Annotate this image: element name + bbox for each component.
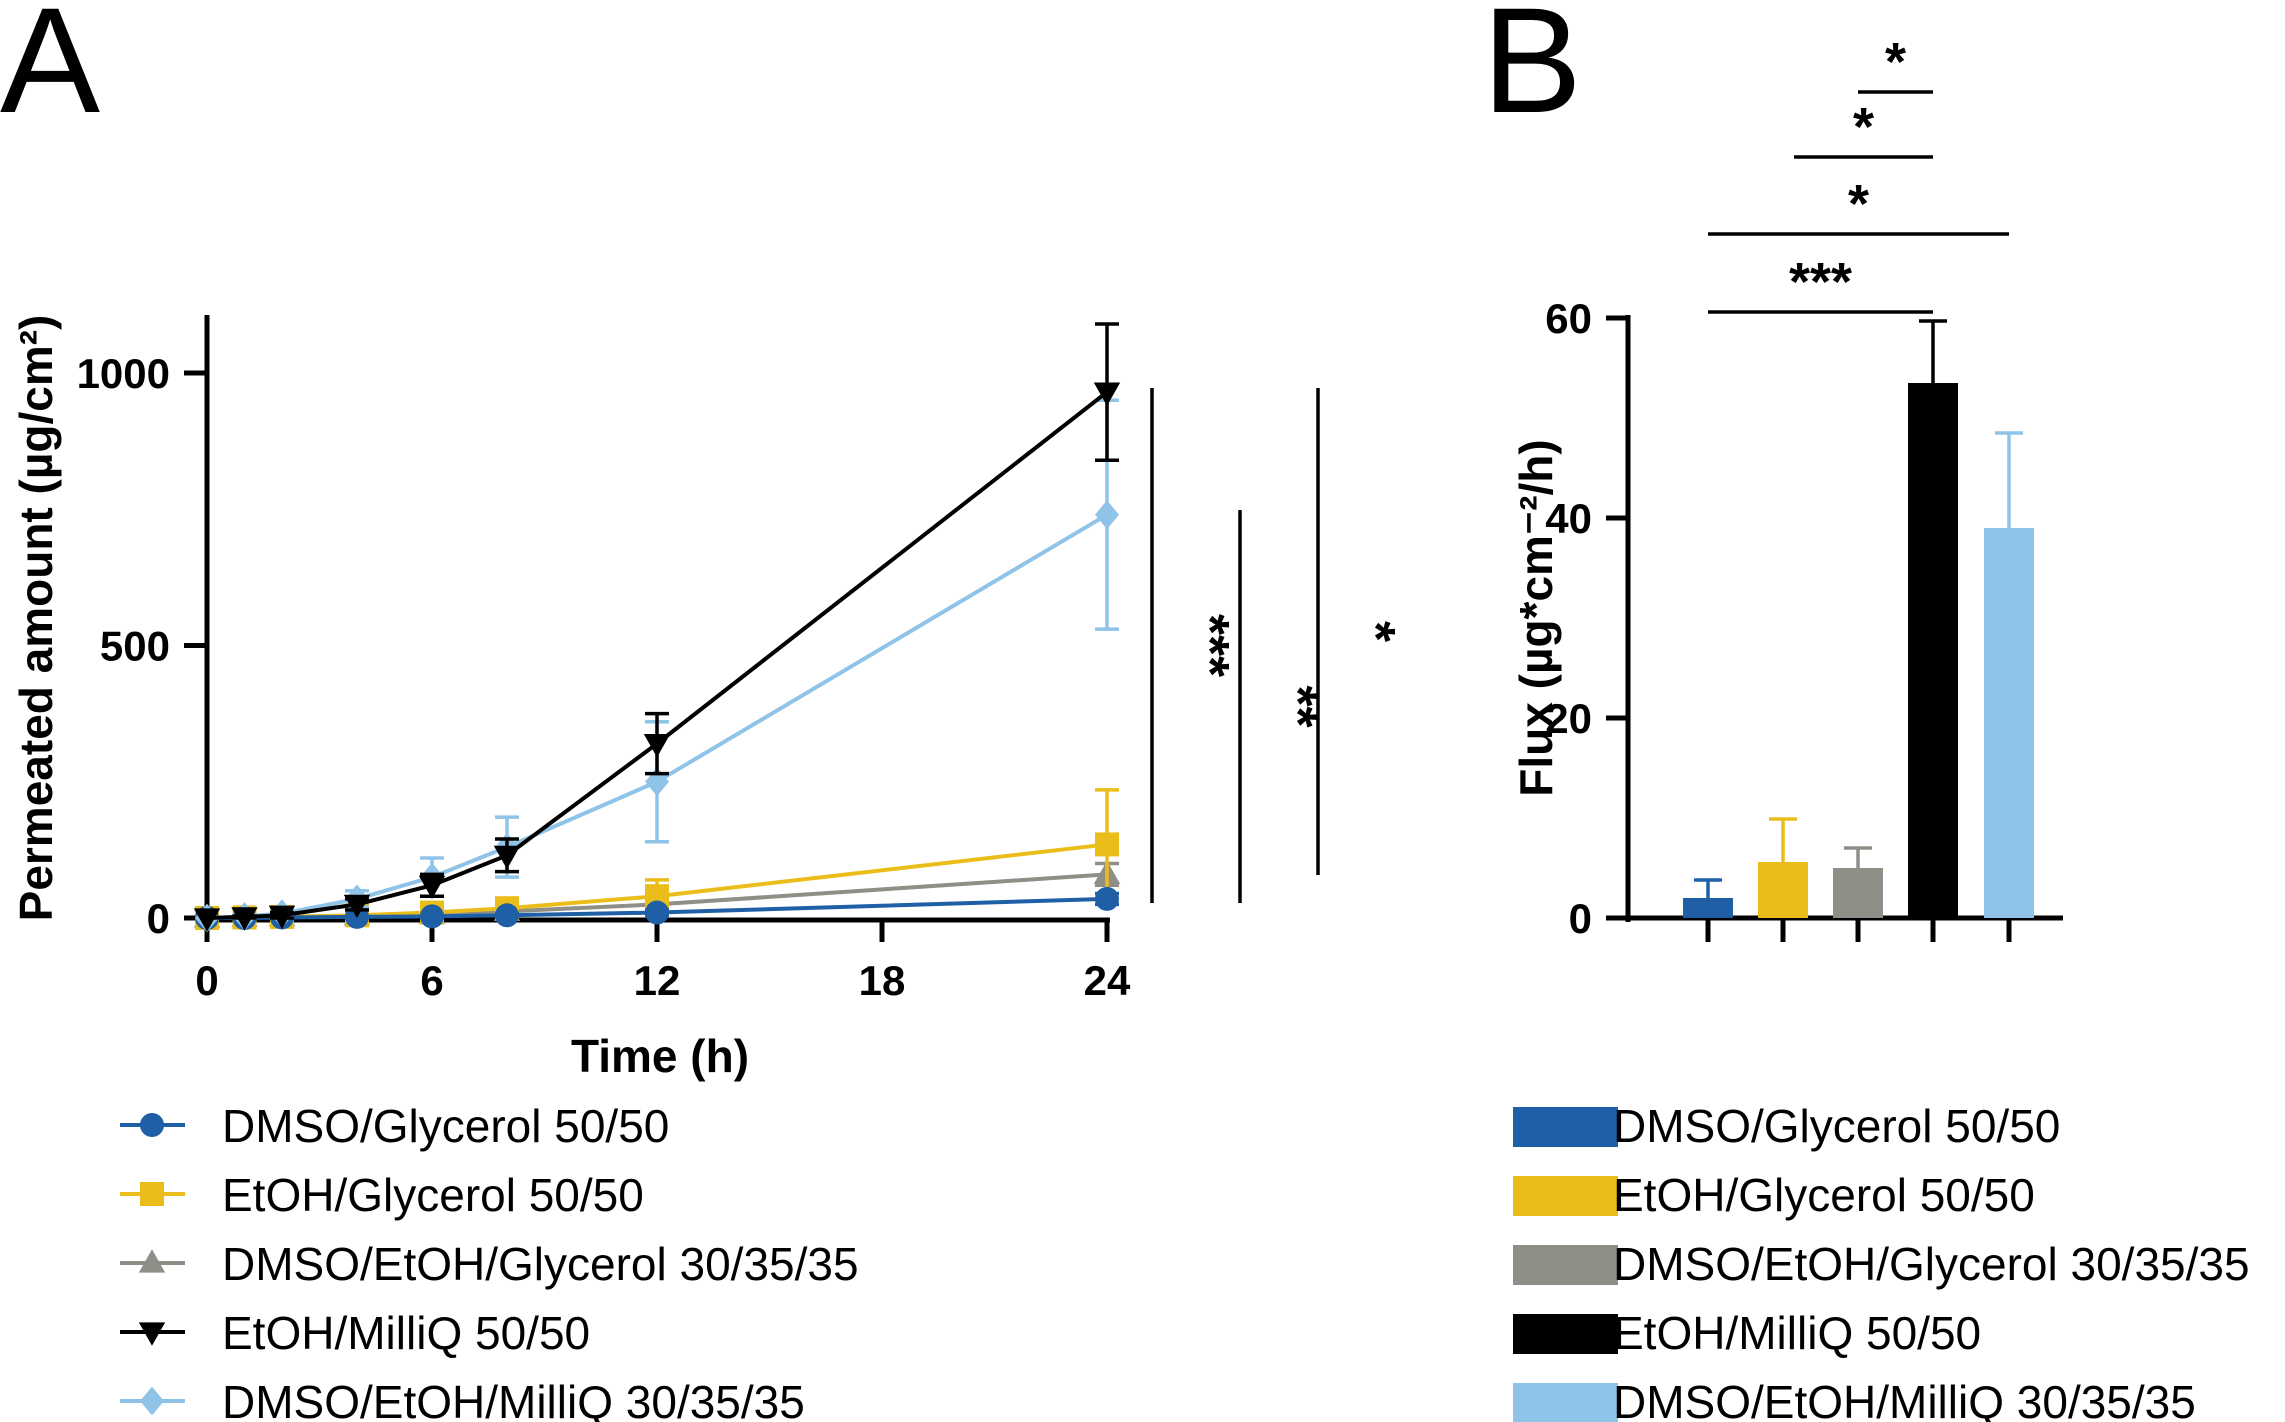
y-tick-label: 60	[1545, 295, 1592, 342]
x-tick-label: 6	[420, 957, 443, 1004]
legend-label: DMSO/Glycerol 50/50	[222, 1100, 669, 1152]
legend-label: DMSO/EtOH/MilliQ 30/35/35	[1613, 1376, 2196, 1422]
x-axis-title: Time (h)	[571, 1030, 749, 1082]
legend-label: EtOH/Glycerol 50/50	[222, 1169, 644, 1221]
bar	[1833, 868, 1883, 918]
x-tick-label: 0	[195, 957, 218, 1004]
data-point	[643, 734, 671, 758]
data-point	[418, 875, 446, 900]
legend-label: DMSO/EtOH/Glycerol 30/35/35	[222, 1238, 859, 1290]
legend-label: EtOH/MilliQ 50/50	[222, 1307, 590, 1359]
legend-label: EtOH/Glycerol 50/50	[1613, 1169, 2035, 1221]
data-point	[1095, 832, 1119, 857]
legend-item: DMSO/Glycerol 50/50	[1513, 1100, 2060, 1152]
panel-a-label: A	[0, 0, 100, 144]
legend-item: EtOH/Glycerol 50/50	[1513, 1169, 2035, 1221]
legend-swatch	[1513, 1383, 1618, 1422]
legend-item: DMSO/EtOH/MilliQ 30/35/35	[1513, 1376, 2196, 1422]
legend-marker	[138, 1322, 166, 1346]
legend-swatch	[1513, 1245, 1618, 1285]
data-point	[1095, 886, 1119, 911]
legend-swatch	[1513, 1107, 1618, 1147]
significance-label: ***	[1789, 252, 1852, 312]
series-4	[195, 398, 1119, 933]
legend-label: EtOH/MilliQ 50/50	[1613, 1307, 1981, 1359]
y-tick-label: 20	[1545, 695, 1592, 742]
x-tick-label: 18	[859, 957, 906, 1004]
significance-label: *	[1848, 174, 1869, 234]
y-tick-label: 40	[1545, 495, 1592, 542]
x-tick-label: 24	[1084, 957, 1131, 1004]
y-tick-label: 1000	[77, 350, 170, 397]
legend-panel-b: DMSO/Glycerol 50/50 EtOH/Glycerol 50/50 DM…	[1513, 1100, 2250, 1422]
significance-label: *	[1885, 32, 1906, 92]
bar	[1908, 383, 1958, 918]
data-point	[420, 904, 444, 929]
data-point	[193, 908, 221, 932]
bar	[1758, 862, 1808, 918]
legend-marker	[140, 1386, 164, 1416]
data-point	[231, 907, 258, 931]
bar	[1683, 898, 1733, 918]
y-axis-title: Permeated amount (µg/cm²)	[10, 315, 62, 922]
legend-panel-a: DMSO/Glycerol 50/50 EtOH/Glycerol 50/50 DM…	[120, 1100, 859, 1422]
x-tick-label: 12	[634, 957, 681, 1004]
legend-marker	[138, 1249, 166, 1273]
data-point	[645, 900, 669, 925]
legend-item: DMSO/EtOH/MilliQ 30/35/35	[120, 1376, 805, 1422]
data-point	[495, 903, 519, 928]
data-point	[268, 905, 296, 930]
legend-item: EtOH/MilliQ 50/50	[1513, 1307, 1981, 1359]
data-point	[1095, 500, 1119, 530]
significance-label: *	[1346, 621, 1406, 642]
legend-swatch	[1513, 1314, 1618, 1354]
data-point	[493, 845, 521, 870]
legend-item: DMSO/EtOH/Glycerol 30/35/35	[120, 1238, 859, 1290]
significance-label: *	[1853, 97, 1874, 157]
y-axis-title: Flux (µg*cm⁻²/h)	[1510, 439, 1562, 796]
bar	[1984, 528, 2034, 918]
legend-label: DMSO/EtOH/MilliQ 30/35/35	[222, 1376, 805, 1422]
legend-swatch	[1513, 1176, 1618, 1216]
legend-label: DMSO/Glycerol 50/50	[1613, 1100, 2060, 1152]
significance-label: ***	[1180, 614, 1240, 677]
legend-label: DMSO/EtOH/Glycerol 30/35/35	[1613, 1238, 2250, 1290]
legend-item: EtOH/MilliQ 50/50	[120, 1307, 590, 1359]
legend-item: EtOH/Glycerol 50/50	[120, 1169, 644, 1221]
series-3	[193, 322, 1121, 932]
y-tick-label: 0	[1569, 895, 1592, 942]
y-tick-label: 0	[147, 895, 170, 942]
panel-b-label: B	[1482, 0, 1582, 144]
legend-marker	[140, 1113, 164, 1137]
data-point	[343, 894, 371, 919]
data-point	[1093, 382, 1121, 406]
y-tick-label: 500	[100, 623, 170, 670]
legend-marker	[140, 1182, 164, 1206]
legend-item: DMSO/EtOH/Glycerol 30/35/35	[1513, 1238, 2250, 1290]
legend-item: DMSO/Glycerol 50/50	[120, 1100, 669, 1152]
